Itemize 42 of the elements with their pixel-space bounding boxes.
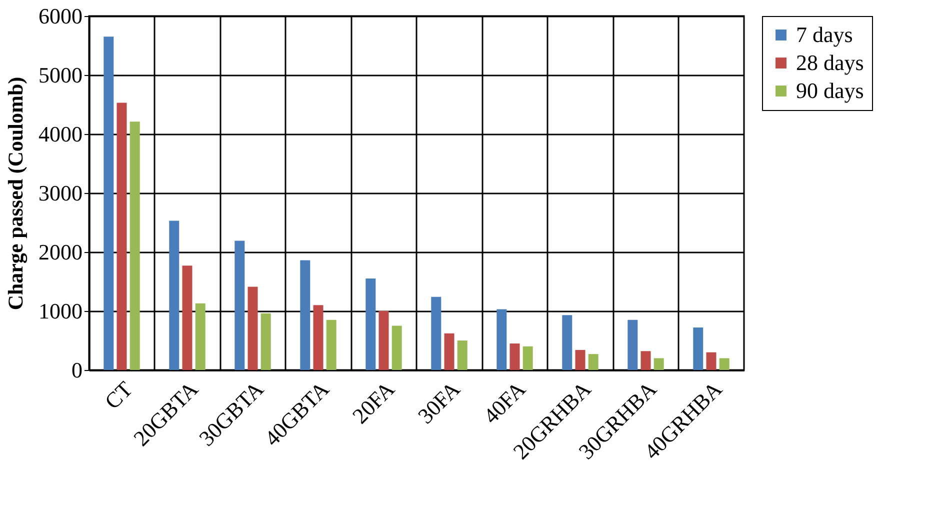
bar — [234, 240, 245, 370]
bar — [104, 36, 114, 370]
bar — [719, 358, 730, 370]
bar — [195, 303, 206, 370]
bar — [457, 340, 468, 370]
x-tick-label: CT — [100, 376, 138, 414]
bar — [313, 305, 324, 370]
bar — [654, 358, 664, 370]
bar — [300, 260, 310, 370]
y-axis-title: Charge passed (Coulomb) — [4, 76, 28, 310]
y-tick-label: 2000 — [38, 240, 82, 264]
y-tick-label: 1000 — [38, 298, 82, 324]
bar — [326, 320, 336, 370]
bar — [706, 352, 716, 370]
bar — [522, 346, 533, 370]
bar — [116, 102, 127, 370]
bar — [496, 309, 507, 370]
bar — [588, 354, 598, 370]
bar — [693, 328, 704, 370]
bar — [628, 320, 638, 370]
bar — [260, 313, 271, 370]
bar — [366, 278, 376, 370]
bar — [640, 351, 651, 370]
bar — [562, 315, 572, 370]
bar — [130, 122, 140, 370]
bar — [378, 311, 389, 370]
bar — [575, 350, 586, 370]
legend-label: 90 days — [796, 78, 864, 103]
bar — [392, 326, 402, 370]
legend-label: 28 days — [796, 50, 864, 75]
bar — [431, 296, 442, 370]
y-tick-label: 0 — [72, 358, 82, 382]
bar — [182, 266, 192, 370]
bar — [510, 343, 520, 370]
bar — [444, 333, 454, 370]
bar — [248, 286, 258, 370]
bar — [169, 220, 180, 370]
y-tick-label: 3000 — [38, 180, 82, 206]
y-tick-label: 6000 — [38, 4, 82, 28]
legend-label: 7 days — [796, 22, 853, 47]
y-tick-label: 4000 — [38, 122, 82, 146]
y-tick-label: 5000 — [38, 62, 82, 88]
